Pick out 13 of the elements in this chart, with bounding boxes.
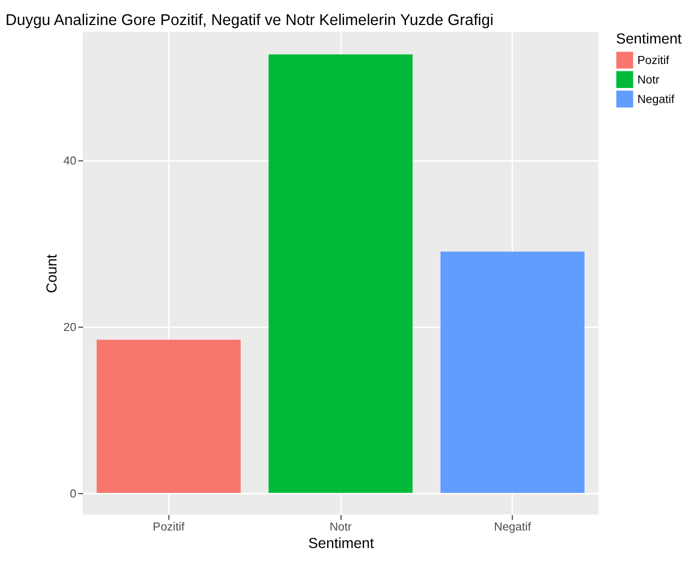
legend-title: Sentiment — [616, 32, 682, 48]
legend-label: Pozitif — [637, 54, 670, 68]
legend-label: Notr — [637, 73, 660, 86]
y-tick-label: 40 — [63, 154, 77, 168]
chart-title: Duygu Analizine Gore Pozitif, Negatif ve Notr Kelimelerin Yuzde Grafigi — [6, 12, 494, 30]
y-tick-label: 0 — [70, 487, 77, 500]
legend-label: Negatif — [637, 92, 676, 106]
y-tick-label: 20 — [63, 320, 77, 334]
x-tick-label: Pozitif — [152, 520, 186, 534]
y-axis-title: Count — [44, 254, 61, 294]
x-tick-label: Negatif — [494, 520, 532, 534]
x-axis-title: Sentiment — [308, 536, 374, 552]
x-tick-label: Notr — [330, 520, 352, 534]
